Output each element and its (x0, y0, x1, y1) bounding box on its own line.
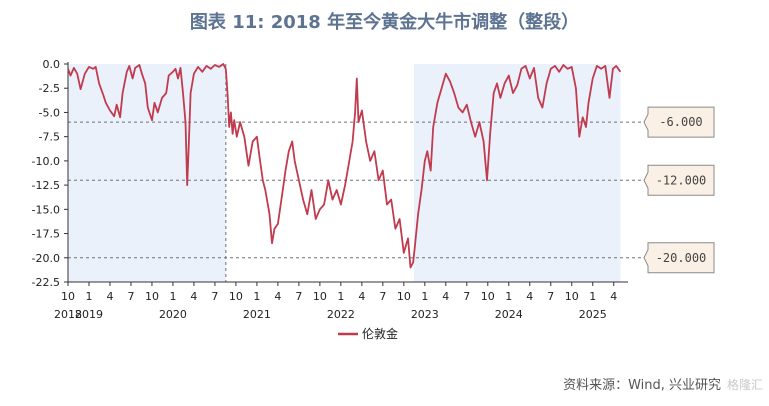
x-tick-label: 10 (61, 290, 75, 303)
x-tick-label: 1 (589, 290, 596, 303)
reference-lines (68, 64, 644, 282)
y-tick-label: -7.5 (39, 131, 60, 144)
x-tick-label: 4 (190, 290, 197, 303)
callout-box-0 (643, 106, 715, 138)
x-tick-label: 1 (253, 290, 260, 303)
x-tick-year-label: 2024 (495, 308, 523, 321)
legend: 伦敦金 (338, 326, 398, 341)
y-tick-label: 0.0 (43, 58, 61, 71)
x-tick-label: 1 (505, 290, 512, 303)
callout-label-2: -20.000 (656, 251, 707, 265)
x-tick-year-label: 2019 (75, 308, 103, 321)
x-tick-label: 7 (463, 290, 470, 303)
x-tick-label: 1 (337, 290, 344, 303)
x-tick-label: 4 (442, 290, 449, 303)
callout-box-2 (643, 242, 715, 274)
x-tick-label: 7 (211, 290, 218, 303)
x-tick-year-label: 2023 (411, 308, 439, 321)
x-tick-label: 10 (313, 290, 327, 303)
x-tick-label: 7 (295, 290, 302, 303)
x-tick-label: 4 (526, 290, 533, 303)
x-tick-label: 4 (106, 290, 113, 303)
x-tick-label: 10 (481, 290, 495, 303)
x-tick-label: 10 (397, 290, 411, 303)
x-tick-label: 1 (421, 290, 428, 303)
x-tick-label: 1 (85, 290, 92, 303)
shaded-region-1 (413, 64, 621, 282)
x-tick-label: 7 (379, 290, 386, 303)
series-layer (67, 63, 622, 269)
y-tick-label: -22.5 (32, 276, 60, 289)
y-tick-label: -20.0 (32, 252, 60, 265)
x-tick-label: 4 (274, 290, 281, 303)
x-tick-label: 1 (169, 290, 176, 303)
x-tick-label: 7 (547, 290, 554, 303)
x-tick-label: 10 (145, 290, 159, 303)
y-tick-label: -15.0 (32, 203, 60, 216)
x-tick-label: 4 (358, 290, 365, 303)
y-tick-label: -2.5 (39, 82, 60, 95)
y-tick-label: -5.0 (39, 106, 60, 119)
x-tick-year-label: 2020 (159, 308, 187, 321)
x-tick-label: 7 (127, 290, 134, 303)
watermark-logo: 格隆汇 (726, 378, 763, 392)
y-tick-label: -17.5 (32, 228, 60, 241)
source-note: 资料来源：Wind, 兴业研究 (563, 378, 721, 393)
callout-box-1 (643, 164, 715, 196)
axes: 0.0 -2.5 -5.0 -7.5 -10.0 -12.5 -15.0 -17.5 -20.0… (32, 58, 628, 321)
x-tick-year-label: 2018 (54, 308, 82, 321)
x-tick-label: 4 (610, 290, 617, 303)
chart-title: 图表 11: 2018 年至今黄金大牛市调整（整段） (189, 12, 580, 33)
x-tick-label: 10 (565, 290, 579, 303)
legend-label: 伦敦金 (362, 326, 398, 341)
x-tick-year-label: 2021 (243, 308, 271, 321)
x-tick-year-label: 2025 (579, 308, 607, 321)
shaded-regions (68, 64, 621, 282)
callout-label-1: -12.000 (656, 173, 707, 187)
series-line-0 (67, 63, 622, 269)
x-tick-label: 10 (229, 290, 243, 303)
x-tick-year-label: 2022 (327, 308, 355, 321)
y-tick-label: -12.5 (32, 179, 60, 192)
callout-label-0: -6.000 (659, 115, 702, 129)
y-tick-label: -10.0 (32, 155, 60, 168)
callouts: -6.000 -12.000 -20.000 (643, 106, 715, 274)
